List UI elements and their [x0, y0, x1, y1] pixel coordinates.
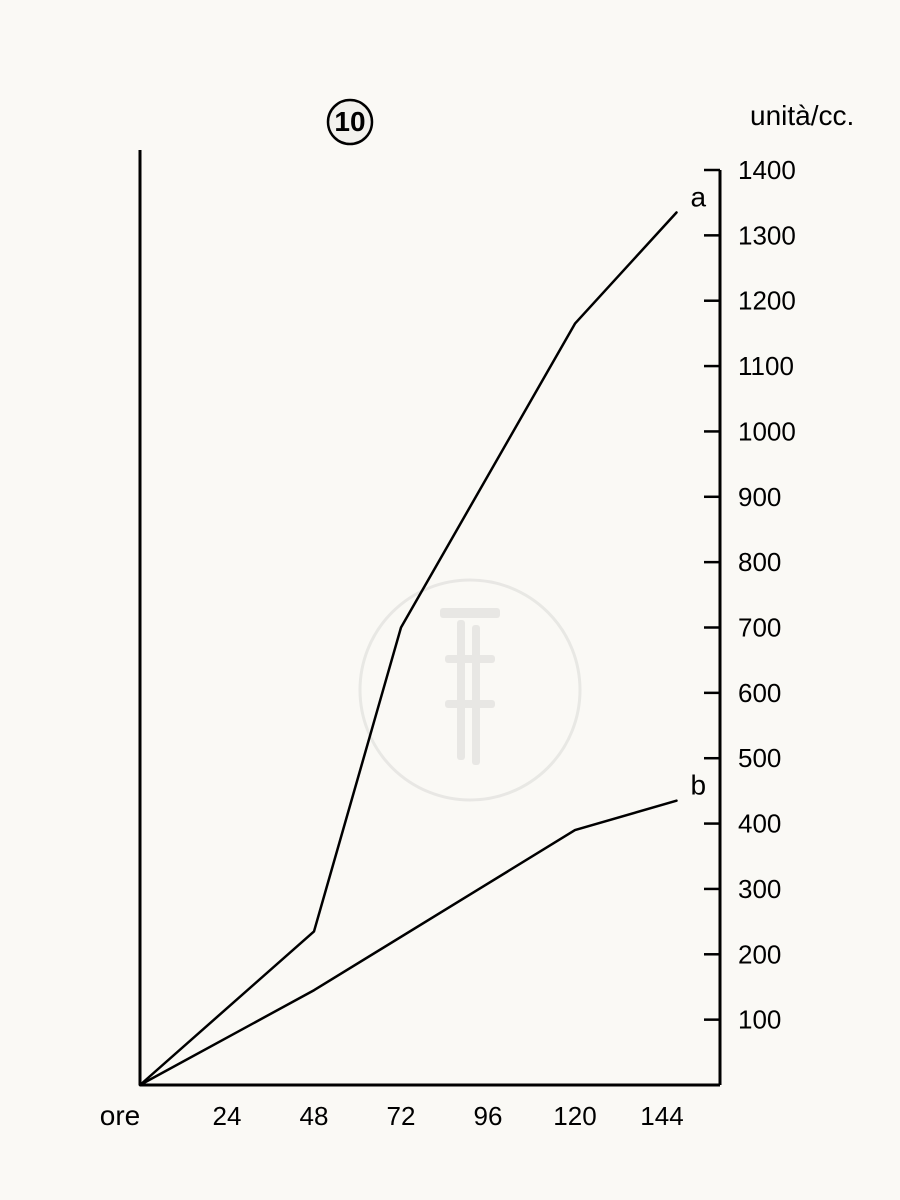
y-tick-label: 1200 — [738, 286, 796, 316]
y-tick-label: 400 — [738, 809, 781, 839]
x-axis-title: ore — [100, 1100, 140, 1131]
y-tick-label: 1300 — [738, 220, 796, 250]
y-tick-label: 700 — [738, 613, 781, 643]
axes: 100 200 300 400 500 600 700 800 900 1000 1100 1200 1… — [140, 150, 796, 1131]
y-tick-label: 800 — [738, 547, 781, 577]
x-tick-label: 24 — [213, 1101, 242, 1131]
x-tick-label: 144 — [640, 1101, 683, 1131]
series-b — [140, 801, 677, 1085]
x-tick-label: 48 — [300, 1101, 329, 1131]
series-label-a: a — [691, 181, 707, 212]
y-tick-label: 100 — [738, 1005, 781, 1035]
series-group: ab — [140, 181, 707, 1085]
y-tick-label: 900 — [738, 482, 781, 512]
y-tick-label: 200 — [738, 939, 781, 969]
y-axis-title: unità/cc. — [750, 100, 854, 131]
y-tick-label: 1400 — [738, 155, 796, 185]
figure-number-text: 10 — [334, 106, 365, 137]
chart-svg: 100 200 300 400 500 600 700 800 900 1000 1100 1200 1… — [0, 0, 900, 1200]
y-tick-label: 1100 — [738, 351, 794, 381]
series-a — [140, 212, 677, 1085]
y-tick-label: 500 — [738, 743, 781, 773]
y-tick-label: 300 — [738, 874, 781, 904]
y-tick-label: 1000 — [738, 416, 796, 446]
figure-number-badge: 10 — [328, 100, 372, 144]
x-tick-label: 72 — [387, 1101, 416, 1131]
series-label-b: b — [691, 770, 707, 801]
y-tick-label: 600 — [738, 678, 781, 708]
watermark — [0, 0, 580, 800]
x-tick-label: 120 — [553, 1101, 596, 1131]
x-tick-label: 96 — [474, 1101, 503, 1131]
